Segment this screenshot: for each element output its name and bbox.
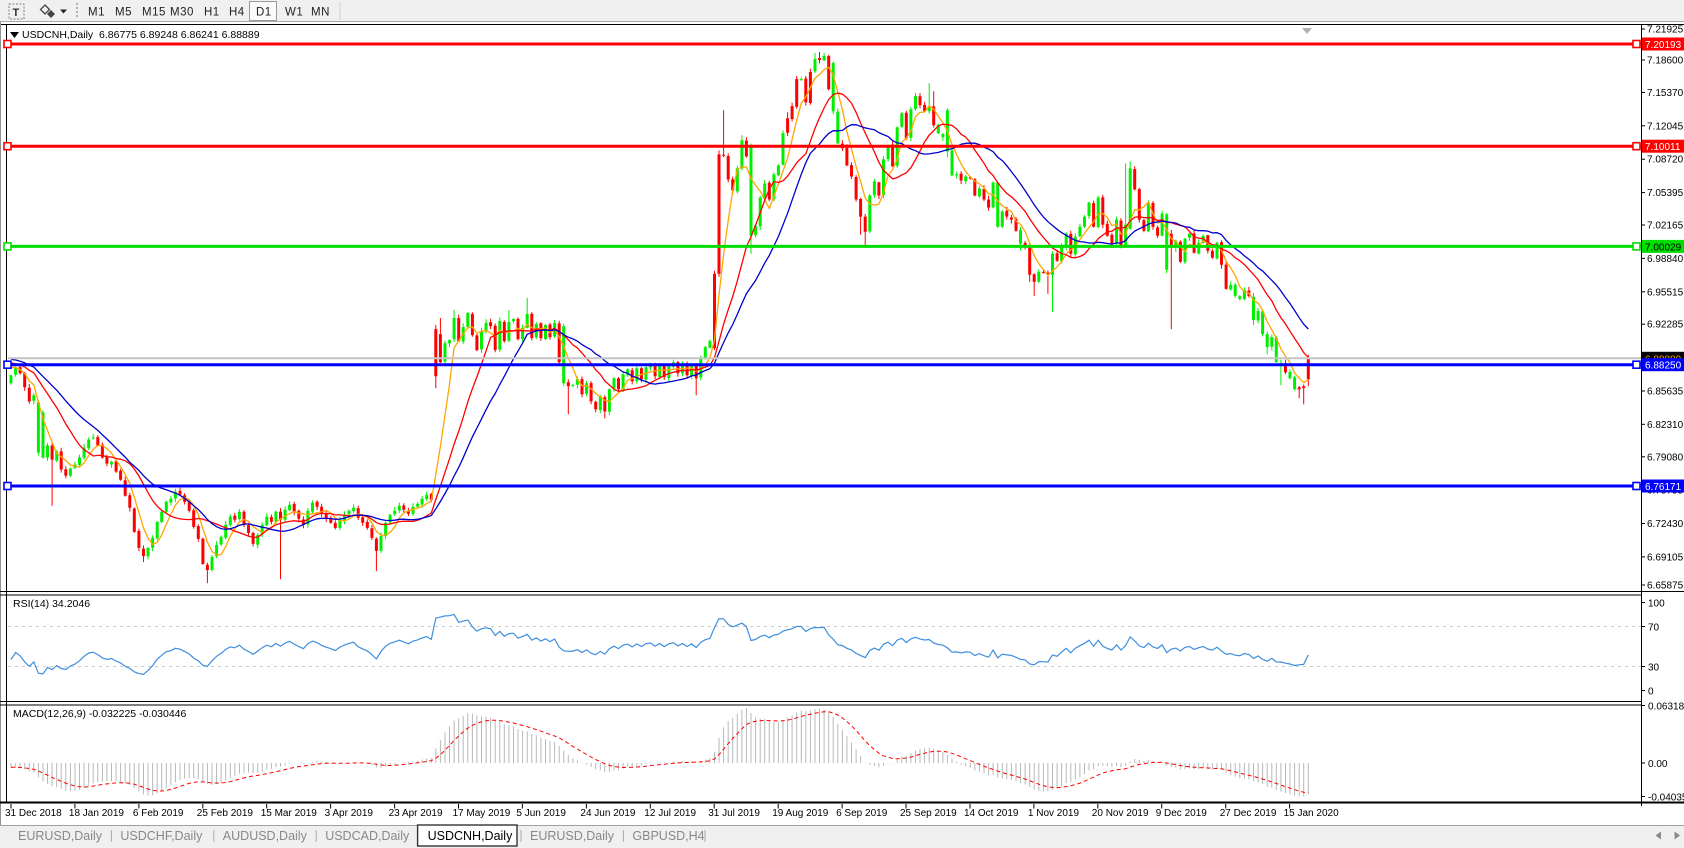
svg-text:RSI(14) 34.2046: RSI(14) 34.2046	[13, 598, 90, 610]
svg-text:23 Apr 2019: 23 Apr 2019	[389, 808, 443, 819]
svg-text:6 Feb 2019: 6 Feb 2019	[133, 808, 184, 819]
svg-text:EURUSD,Daily: EURUSD,Daily	[530, 829, 615, 843]
svg-text:7.05395: 7.05395	[1647, 188, 1684, 199]
svg-text:M1: M1	[88, 7, 105, 19]
svg-text:T: T	[13, 7, 20, 19]
svg-text:USDCAD,Daily: USDCAD,Daily	[325, 829, 410, 843]
svg-text:7.10011: 7.10011	[1645, 142, 1681, 153]
svg-text:27 Dec 2019: 27 Dec 2019	[1220, 808, 1277, 819]
svg-text:0: 0	[1648, 687, 1654, 698]
svg-text:7.00029: 7.00029	[1645, 242, 1682, 253]
svg-text:24 Jun 2019: 24 Jun 2019	[580, 808, 635, 819]
svg-text:AUDUSD,Daily: AUDUSD,Daily	[223, 829, 308, 843]
svg-text:0.063184: 0.063184	[1648, 702, 1684, 713]
svg-text:M5: M5	[115, 7, 132, 19]
svg-text:7.21925: 7.21925	[1647, 25, 1684, 36]
svg-text:MN: MN	[311, 7, 330, 19]
svg-text:W1: W1	[285, 7, 303, 19]
svg-text:USDCHF,Daily: USDCHF,Daily	[120, 829, 203, 843]
svg-text:31 Dec 2018: 31 Dec 2018	[5, 808, 62, 819]
svg-text:6.92285: 6.92285	[1647, 320, 1684, 331]
svg-text:-0.040355: -0.040355	[1648, 793, 1684, 804]
svg-text:M15: M15	[142, 7, 166, 19]
svg-text:31 Jul 2019: 31 Jul 2019	[708, 808, 760, 819]
svg-text:30: 30	[1648, 663, 1660, 674]
svg-text:USDCNH,Daily 6.86775 6.89248: USDCNH,Daily 6.86775 6.89248 6.86241 6.8…	[22, 29, 260, 41]
svg-text:20 Nov 2019: 20 Nov 2019	[1092, 808, 1149, 819]
svg-text:14 Oct 2019: 14 Oct 2019	[964, 808, 1019, 819]
svg-text:70: 70	[1648, 623, 1660, 634]
svg-text:6.98840: 6.98840	[1647, 254, 1684, 265]
svg-text:6.88250: 6.88250	[1645, 361, 1682, 372]
svg-text:GBPUSD,H4: GBPUSD,H4	[632, 829, 704, 843]
svg-text:5 Jun 2019: 5 Jun 2019	[516, 808, 566, 819]
svg-text:3 Apr 2019: 3 Apr 2019	[325, 808, 374, 819]
svg-text:7.02165: 7.02165	[1647, 221, 1684, 232]
svg-text:19 Aug 2019: 19 Aug 2019	[772, 808, 829, 819]
svg-text:6.69105: 6.69105	[1647, 552, 1684, 563]
svg-text:EURUSD,Daily: EURUSD,Daily	[18, 829, 103, 843]
svg-text:25 Feb 2019: 25 Feb 2019	[197, 808, 254, 819]
svg-text:12 Jul 2019: 12 Jul 2019	[644, 808, 696, 819]
svg-text:D1: D1	[256, 7, 272, 19]
svg-text:15 Mar 2019: 15 Mar 2019	[261, 808, 318, 819]
svg-text:6.82310: 6.82310	[1647, 420, 1684, 431]
svg-text:7.20193: 7.20193	[1645, 40, 1682, 51]
svg-text:6.79080: 6.79080	[1647, 452, 1684, 463]
svg-text:6.72430: 6.72430	[1647, 519, 1684, 530]
svg-text:0.00: 0.00	[1648, 759, 1668, 770]
svg-text:6.65875: 6.65875	[1647, 581, 1684, 592]
svg-text:USDCNH,Daily: USDCNH,Daily	[428, 829, 513, 843]
svg-text:6 Sep 2019: 6 Sep 2019	[836, 808, 888, 819]
svg-text:17 May 2019: 17 May 2019	[453, 808, 511, 819]
svg-text:1 Nov 2019: 1 Nov 2019	[1028, 808, 1080, 819]
svg-text:6.95515: 6.95515	[1647, 287, 1684, 298]
svg-text:7.18600: 7.18600	[1647, 56, 1684, 67]
svg-text:M30: M30	[170, 7, 194, 19]
svg-text:25 Sep 2019: 25 Sep 2019	[900, 808, 957, 819]
svg-text:MACD(12,26,9) -0.032225 -0.030: MACD(12,26,9) -0.032225 -0.030446	[13, 708, 187, 720]
svg-text:9 Dec 2019: 9 Dec 2019	[1156, 808, 1208, 819]
svg-text:15 Jan 2020: 15 Jan 2020	[1284, 808, 1339, 819]
svg-text:H4: H4	[229, 7, 245, 19]
svg-text:18 Jan 2019: 18 Jan 2019	[69, 808, 124, 819]
svg-text:7.12045: 7.12045	[1647, 121, 1684, 132]
svg-text:7.08720: 7.08720	[1647, 155, 1684, 166]
svg-text:100: 100	[1648, 599, 1665, 610]
svg-text:6.85635: 6.85635	[1647, 387, 1684, 398]
svg-text:H1: H1	[204, 7, 220, 19]
svg-text:7.15370: 7.15370	[1647, 88, 1684, 99]
svg-text:6.76171: 6.76171	[1645, 482, 1682, 493]
